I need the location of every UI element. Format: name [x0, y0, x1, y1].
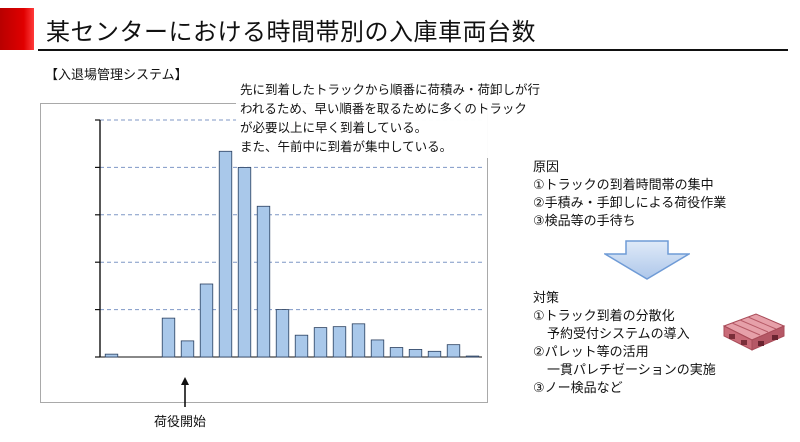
bar-5	[199, 283, 214, 358]
bar-7	[237, 167, 252, 358]
down-arrow-icon	[604, 240, 690, 280]
bar-15	[389, 347, 404, 358]
bar-9	[275, 309, 290, 358]
bar-8	[256, 205, 271, 358]
chart-callout: 先に到着したトラックから順番に荷積み・荷卸しが行 われるため、早い順番を取るため…	[236, 78, 584, 158]
callout-line-4: また、午前中に到着が集中している。	[240, 139, 453, 154]
measure-subitem: 一貫パレチゼーションの実施	[547, 363, 716, 378]
bar-18	[446, 344, 461, 358]
bar-13	[351, 323, 366, 358]
callout-line-2: われるため、早い順番を取るために多くのトラック	[240, 101, 527, 116]
measure-item: ②パレット等の活用	[533, 345, 649, 360]
measure-item: ①トラック到着の分散化	[533, 309, 675, 324]
bar-12	[332, 326, 347, 358]
hourly-arrivals-bar-chart	[95, 119, 482, 358]
bar-17	[427, 350, 442, 358]
cause-item: ①トラックの到着時間帯の集中	[533, 178, 714, 193]
bar-11	[313, 327, 328, 358]
measure-item: ③ノー検品など	[533, 381, 623, 396]
cause-heading: 原因	[533, 160, 560, 175]
bar-4	[180, 340, 195, 358]
bar-0	[104, 353, 119, 358]
bar-6	[218, 150, 233, 358]
pallet-icon	[722, 313, 786, 351]
page-title: 某センターにおける時間帯別の入庫車両台数	[46, 18, 536, 46]
title-underline	[38, 49, 788, 51]
measure-subitem: 予約受付システムの導入	[547, 327, 690, 342]
callout-line-1: 先に到着したトラックから順番に荷積み・荷卸しが行	[240, 82, 541, 97]
measures-section: 対策 ①トラック到着の分散化 予約受付システムの導入 ②パレット等の活用 一貫パ…	[533, 290, 716, 398]
title-accent-bar	[0, 8, 34, 50]
annotation-label: 荷役開始	[154, 415, 207, 430]
cause-item: ③検品等の手待ち	[533, 214, 636, 229]
cause-section: 原因 ①トラックの到着時間帯の集中 ②手積み・手卸しによる荷役作業 ③検品等の手…	[533, 159, 726, 231]
measures-heading: 対策	[533, 291, 560, 306]
bar-3	[161, 317, 176, 358]
up-arrow-icon	[181, 377, 189, 407]
bar-19	[465, 355, 480, 358]
bar-16	[408, 349, 423, 358]
callout-line-3: が必要以上に早く到着している。	[240, 120, 428, 135]
data-source-label: 【入退場管理システム】	[45, 68, 188, 83]
cause-item: ②手積み・手卸しによる荷役作業	[533, 196, 727, 211]
bar-10	[294, 334, 309, 358]
bar-14	[370, 339, 385, 358]
